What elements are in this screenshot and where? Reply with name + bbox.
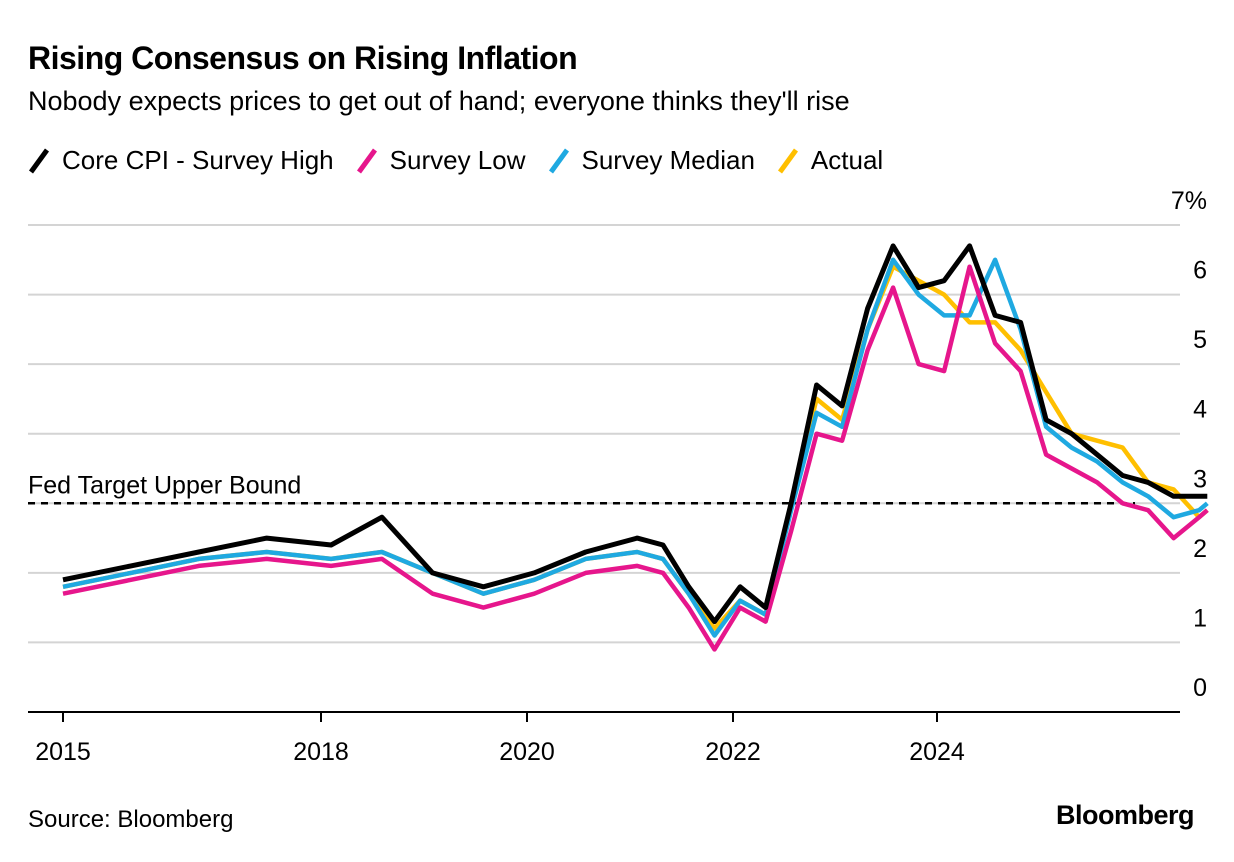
legend: Core CPI - Survey High Survey Low Survey… [28,145,905,176]
chart-subtitle: Nobody expects prices to get out of hand… [28,86,850,116]
legend-swatch-survey-high [28,148,50,173]
legend-item-actual: Actual [777,145,883,176]
series-line-actual [62,264,1209,631]
series-line-survey-low [62,264,1209,652]
legend-label-survey-high: Core CPI - Survey High [62,145,334,175]
legend-swatch-survey-median [548,148,569,173]
x-axis: 2015 2018 2020 2022 2024 [28,711,1180,766]
y-tick-label: 5 [1193,326,1207,354]
series-lines [62,243,1209,652]
legend-label-survey-low: Survey Low [389,145,526,175]
bloomberg-logo: Bloomberg [1055,800,1195,830]
series-line-core-cpi-survey-high [62,243,1208,625]
source-note: Source: Bloomberg [28,806,234,833]
legend-item-survey-median: Survey Median [548,145,755,176]
fed-target-label: Fed Target Upper Bound [28,471,301,499]
y-tick-label: 2 [1193,535,1207,563]
x-tick-label: 2018 [293,738,349,766]
series-line-survey-median [62,257,1209,638]
legend-swatch-actual [777,148,798,173]
legend-label-survey-median: Survey Median [581,145,755,175]
y-tick-label: 4 [1193,396,1207,424]
x-tick-label: 2015 [35,738,91,766]
fed-target-line: Fed Target Upper Bound [28,471,1135,505]
x-tick-label: 2024 [909,738,965,766]
y-axis-ticks: 0 1 2 3 4 5 6 7% [1171,187,1207,702]
chart-title: Rising Consensus on Rising Inflation [28,40,578,76]
y-tick-label: 7% [1171,187,1207,215]
legend-item-survey-low: Survey Low [356,145,526,176]
y-tick-label: 3 [1193,465,1207,493]
x-tick-label: 2022 [705,738,761,766]
legend-swatch-survey-low [356,148,377,173]
legend-label-actual: Actual [810,145,884,175]
legend-item-survey-high: Core CPI - Survey High [28,145,334,176]
y-tick-label: 0 [1193,674,1207,702]
x-tick-label: 2020 [499,738,555,766]
y-tick-label: 1 [1193,604,1207,632]
y-tick-label: 6 [1193,257,1207,285]
